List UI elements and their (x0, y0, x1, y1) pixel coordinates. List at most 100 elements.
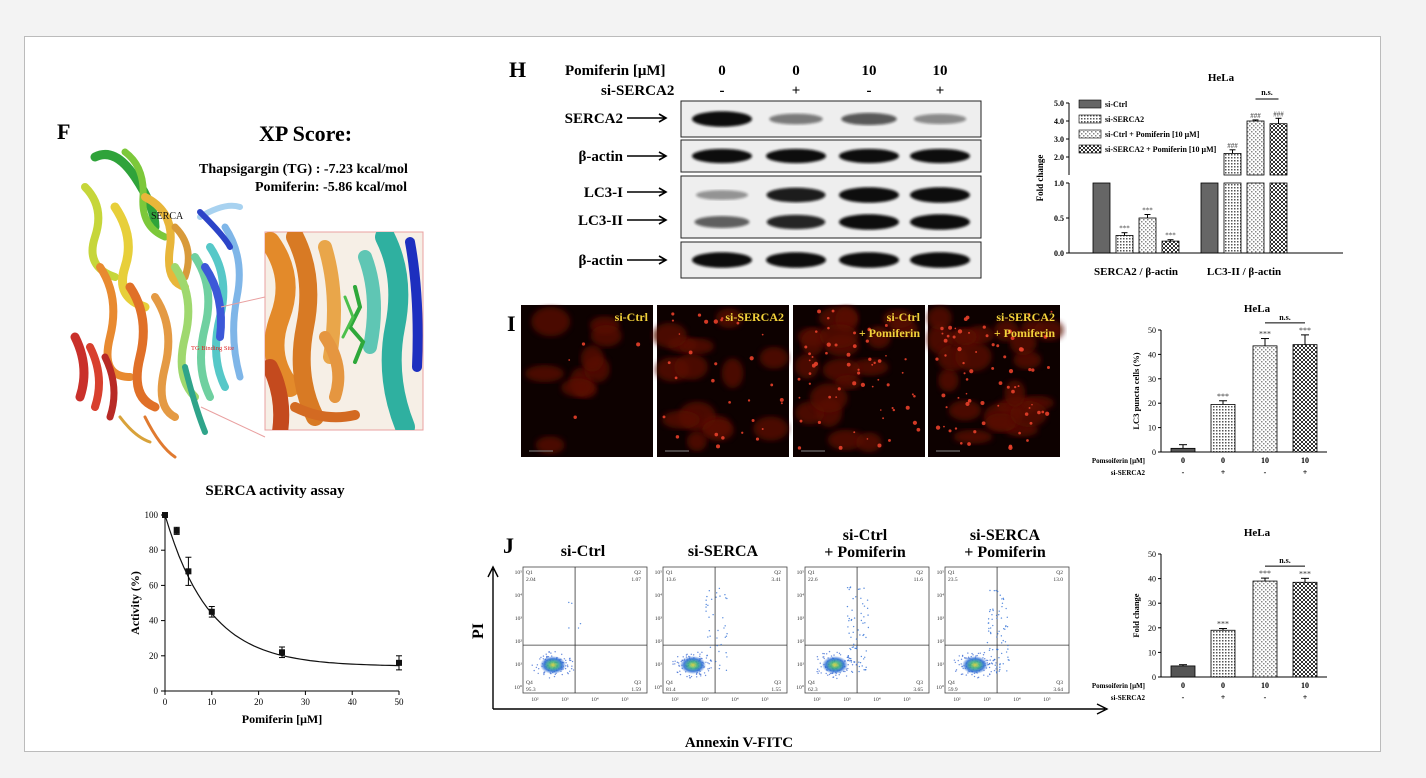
flow-x-tick-label: 10² (813, 697, 821, 703)
flow-event (679, 673, 682, 676)
flow-event (1002, 598, 1005, 601)
flow-y-tick-label: 10⁵ (515, 570, 523, 576)
lc3-puncta (715, 444, 721, 449)
lc3-puncta (935, 357, 939, 361)
lc3-puncta (671, 319, 675, 322)
flow-event (705, 599, 707, 601)
flow-event (961, 654, 964, 657)
flow-event (545, 653, 547, 655)
lc3-puncta (662, 415, 666, 419)
lc3-puncta (871, 363, 874, 366)
flow-event (1001, 605, 1003, 608)
lc3-puncta (967, 399, 972, 403)
flow-event (863, 605, 866, 607)
flow-event (855, 638, 858, 640)
flow-event (705, 606, 707, 608)
flow-event (863, 587, 865, 589)
lc3-puncta (747, 399, 751, 402)
tg-binding-site-label: TG Binding Site (191, 345, 234, 352)
lc3-puncta (667, 361, 671, 365)
flow-event (698, 655, 701, 657)
flow-event (577, 627, 580, 629)
blot-quant-group-label: LC3-II / β-actin (1207, 266, 1281, 278)
panel-h-letter: H (509, 57, 526, 82)
blot-pomiferin-value: 0 (718, 63, 726, 79)
flow-event (972, 654, 974, 656)
activity-x-tick-label: 30 (301, 697, 311, 707)
lc3-puncta (837, 387, 841, 391)
cell-signal (662, 410, 700, 429)
flow-x-tick-label: 10³ (701, 697, 709, 703)
microscopy-label: si-Ctrl (887, 310, 921, 324)
blot-quant-bar (1246, 120, 1265, 176)
flow-q1-label: Q1 (948, 570, 955, 576)
blot-band (910, 148, 970, 164)
flow-event (836, 651, 838, 654)
cell-signal (955, 341, 992, 372)
lc3-puncta (674, 376, 678, 380)
cell-signal (715, 308, 743, 329)
flow-event (571, 660, 574, 663)
flow-event (867, 626, 870, 629)
flow-event (971, 652, 973, 655)
flow-event (993, 589, 996, 592)
blot-quant-bar (1223, 182, 1242, 254)
flow-event (677, 656, 679, 658)
flow-event (838, 652, 841, 655)
flow-event (838, 674, 840, 676)
flow-x-axis-label: Annexin V-FITC (685, 735, 793, 751)
flow-event (690, 653, 693, 655)
lc3-chart-row1-value: 10 (1261, 456, 1269, 465)
flow-event (988, 666, 991, 669)
lc3-puncta (892, 408, 896, 412)
lc3-puncta (1017, 385, 1020, 388)
flow-event (849, 647, 851, 650)
flow-event (537, 672, 539, 675)
blot-quant-y-tick-label: 2.0 (1054, 153, 1064, 162)
flow-event (570, 659, 572, 662)
lc3-puncta (857, 371, 861, 375)
serca-structure-label: SERCA (151, 211, 184, 222)
flow-event (704, 674, 707, 677)
lc3-puncta (935, 425, 941, 430)
apoptosis-chart-row1-value: 0 (1181, 681, 1185, 690)
flow-event (999, 666, 1001, 668)
flow-event (847, 615, 849, 617)
flow-event (823, 653, 825, 655)
flow-event (971, 673, 973, 676)
flow-event (709, 635, 711, 637)
flow-y-tick-label: 10⁰ (514, 684, 523, 691)
lc3-chart-y-tick-label: 30 (1148, 375, 1156, 384)
flow-event (724, 625, 726, 627)
flow-event (851, 664, 854, 666)
flow-event (1000, 642, 1003, 644)
flow-plot (522, 566, 648, 694)
lc3-puncta (827, 326, 830, 330)
lc3-puncta (811, 355, 814, 358)
apoptosis-chart-y-tick-label: 10 (1148, 648, 1156, 657)
blot-row-arrow (627, 151, 668, 161)
blot-si-value: - (720, 83, 725, 99)
lc3-puncta (826, 316, 830, 320)
flow-event (988, 627, 990, 630)
flow-y-tick-label: 10³ (797, 616, 805, 622)
flow-event (847, 656, 849, 658)
flow-event (725, 652, 727, 654)
flow-plot-title: si-Ctrl (561, 543, 606, 560)
binding-site-inset (264, 231, 424, 431)
lc3-puncta (891, 406, 894, 410)
lc3-puncta (761, 428, 764, 431)
flow-event (690, 675, 693, 678)
flow-event (672, 660, 674, 663)
flow-event (973, 675, 976, 678)
flow-event (996, 617, 998, 620)
flow-event (855, 664, 858, 666)
flow-event (858, 661, 860, 663)
flow-q1-value: 13.6 (666, 577, 676, 583)
flow-q1-label: Q1 (526, 570, 533, 576)
flow-event (707, 604, 709, 607)
lc3-puncta (808, 359, 811, 362)
flow-event (864, 656, 866, 658)
lc3-chart-y-tick-label: 40 (1148, 350, 1156, 359)
